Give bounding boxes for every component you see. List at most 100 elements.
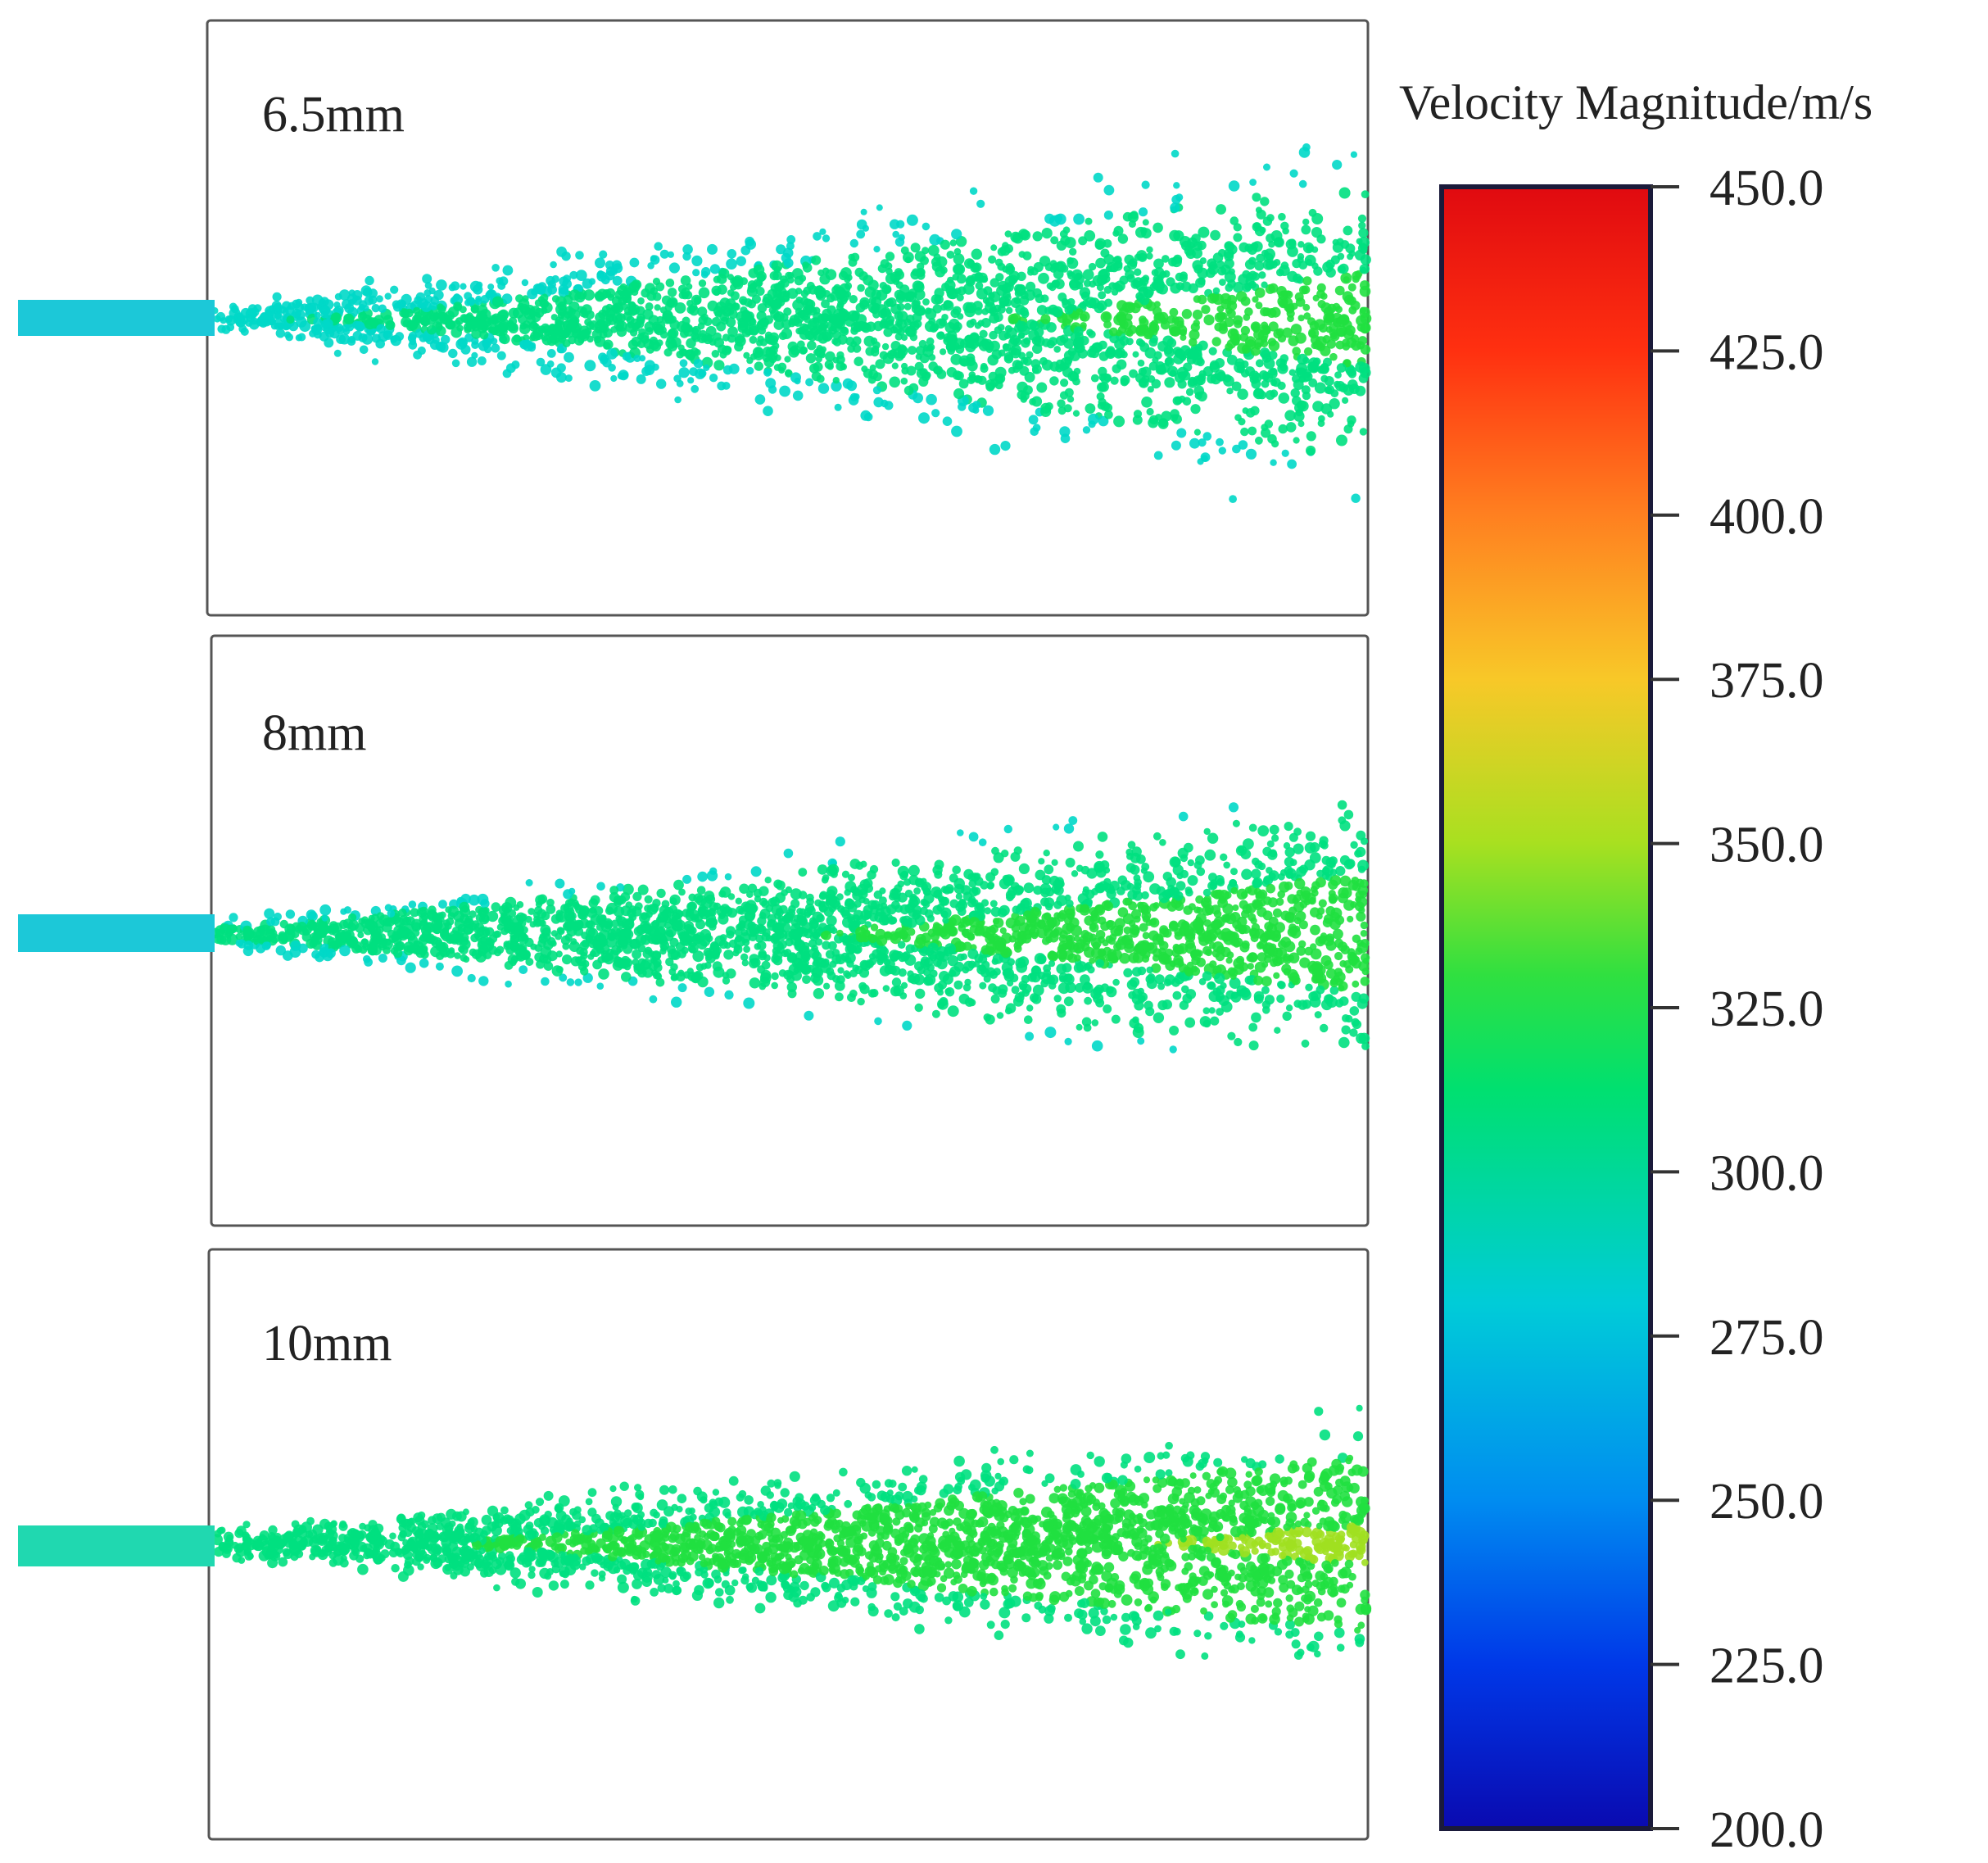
droplet bbox=[745, 926, 757, 937]
droplet bbox=[910, 243, 921, 253]
droplet bbox=[741, 309, 750, 319]
droplet bbox=[475, 905, 483, 914]
droplet bbox=[949, 239, 958, 247]
droplet bbox=[1306, 431, 1316, 442]
droplet bbox=[1140, 867, 1148, 874]
droplet bbox=[1021, 983, 1032, 994]
droplet bbox=[1301, 224, 1311, 235]
droplet bbox=[914, 1003, 923, 1013]
droplet bbox=[675, 972, 686, 981]
droplet bbox=[678, 291, 686, 299]
droplet bbox=[1057, 399, 1066, 408]
droplet bbox=[881, 906, 891, 917]
droplet bbox=[1025, 1031, 1035, 1041]
droplet bbox=[1088, 413, 1099, 425]
droplet bbox=[1270, 306, 1281, 318]
droplet bbox=[1216, 985, 1225, 995]
droplet bbox=[822, 329, 834, 342]
droplet bbox=[1198, 935, 1210, 946]
droplet bbox=[682, 316, 691, 325]
droplet bbox=[765, 335, 776, 345]
droplet bbox=[1229, 495, 1237, 503]
droplet bbox=[979, 329, 988, 338]
droplet bbox=[286, 315, 295, 324]
droplet bbox=[1263, 163, 1270, 171]
droplet bbox=[534, 283, 546, 295]
droplet bbox=[581, 939, 590, 948]
droplet bbox=[432, 312, 440, 320]
droplet bbox=[1352, 1019, 1362, 1030]
droplet bbox=[1351, 493, 1361, 503]
droplet bbox=[1173, 353, 1184, 365]
droplet bbox=[849, 295, 858, 304]
droplet bbox=[1140, 227, 1148, 234]
droplet bbox=[1106, 888, 1116, 900]
droplet bbox=[709, 264, 721, 274]
droplet bbox=[1048, 951, 1058, 962]
droplet bbox=[689, 367, 698, 376]
droplet bbox=[1175, 272, 1184, 282]
droplet bbox=[1250, 321, 1261, 332]
droplet bbox=[1043, 850, 1050, 857]
droplet bbox=[975, 281, 984, 290]
droplet bbox=[711, 285, 722, 296]
droplet bbox=[1341, 1025, 1351, 1035]
droplet bbox=[929, 324, 938, 333]
droplet bbox=[1303, 312, 1311, 320]
droplet bbox=[1347, 420, 1355, 428]
droplet bbox=[568, 322, 580, 333]
droplet bbox=[296, 316, 307, 328]
droplet bbox=[371, 358, 379, 365]
droplet bbox=[994, 366, 1007, 378]
droplet bbox=[1229, 973, 1237, 980]
droplet bbox=[1202, 971, 1212, 981]
droplet bbox=[836, 301, 845, 309]
droplet bbox=[363, 954, 371, 963]
droplet bbox=[321, 914, 328, 922]
droplet bbox=[1114, 280, 1125, 292]
droplet bbox=[1264, 995, 1275, 1005]
droplet bbox=[618, 301, 627, 310]
droplet bbox=[987, 882, 995, 889]
droplet bbox=[1076, 864, 1084, 873]
droplet bbox=[1311, 227, 1323, 238]
droplet bbox=[568, 941, 581, 953]
droplet bbox=[1003, 824, 1013, 834]
droplet bbox=[413, 350, 422, 360]
droplet bbox=[1149, 903, 1158, 912]
droplet bbox=[1270, 378, 1278, 387]
droplet bbox=[1266, 233, 1275, 243]
droplet bbox=[1029, 398, 1036, 406]
droplet bbox=[1242, 407, 1249, 415]
droplet bbox=[1287, 246, 1298, 257]
droplet bbox=[1342, 397, 1349, 404]
droplet bbox=[1343, 225, 1353, 236]
droplet bbox=[610, 374, 618, 383]
droplet bbox=[785, 271, 793, 280]
droplet bbox=[1194, 343, 1203, 352]
droplet bbox=[1236, 291, 1248, 302]
droplet bbox=[908, 874, 919, 886]
droplet bbox=[793, 957, 804, 968]
droplet bbox=[518, 298, 530, 310]
droplet bbox=[1049, 307, 1058, 315]
droplet bbox=[1134, 268, 1142, 276]
droplet bbox=[560, 935, 571, 945]
droplet bbox=[220, 934, 232, 945]
droplet bbox=[1103, 184, 1115, 196]
droplet bbox=[679, 359, 688, 368]
droplet bbox=[264, 908, 275, 919]
droplet bbox=[655, 282, 665, 292]
droplet bbox=[1051, 859, 1058, 866]
droplet bbox=[1337, 265, 1347, 274]
droplet bbox=[637, 884, 649, 895]
droplet bbox=[922, 247, 930, 255]
droplet bbox=[527, 343, 537, 352]
droplet bbox=[724, 990, 734, 999]
droplet bbox=[805, 353, 817, 364]
droplet bbox=[967, 259, 976, 268]
droplet bbox=[594, 906, 604, 916]
droplet bbox=[1113, 415, 1125, 428]
droplet bbox=[994, 258, 1003, 267]
droplet bbox=[1293, 437, 1300, 444]
